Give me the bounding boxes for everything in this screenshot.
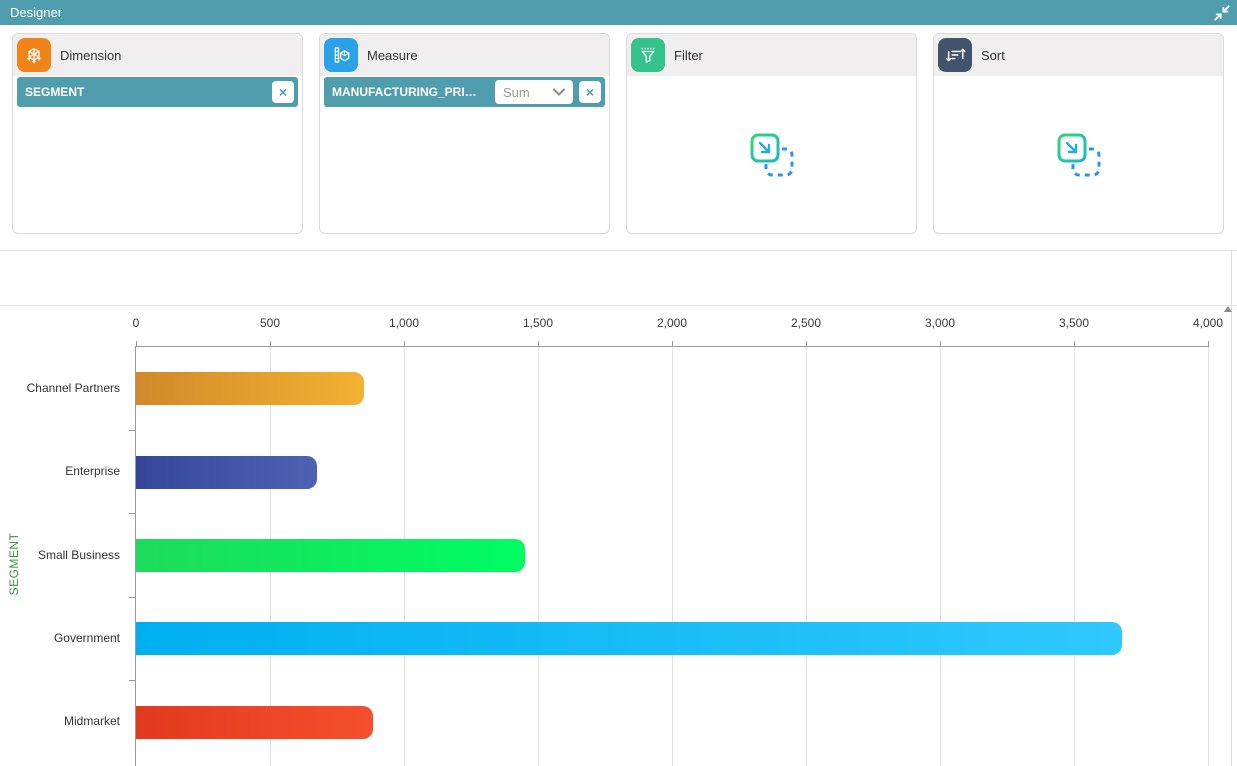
axis-tick <box>671 341 673 347</box>
close-icon[interactable]: × <box>579 81 601 103</box>
axis-tick <box>1207 341 1209 347</box>
bar-channel-partners[interactable] <box>136 372 364 406</box>
axis-tick-label: 1,000 <box>388 316 420 330</box>
dimension-chip-segment[interactable]: SEGMENT × <box>17 77 298 107</box>
filter-dropzone[interactable] <box>627 76 916 234</box>
axis-tick-label: 4,000 <box>1192 316 1224 330</box>
dimension-cube-icon <box>17 38 51 72</box>
gridline <box>1207 347 1209 766</box>
category-label: Small Business <box>37 547 120 562</box>
axis-tick <box>1073 341 1075 347</box>
dimension-panel-header: Dimension <box>13 34 302 76</box>
chevron-down-icon <box>553 88 565 96</box>
category-boundary-tick <box>129 513 136 515</box>
gridline <box>671 347 673 766</box>
drag-drop-target-icon <box>1057 133 1100 177</box>
category-boundary-tick <box>129 680 136 682</box>
axis-tick-label: 1,500 <box>522 316 554 330</box>
gridline <box>537 347 539 766</box>
page-title: Designer <box>10 5 63 20</box>
axis-tick <box>269 341 271 347</box>
filter-panel[interactable]: Filter <box>626 33 917 234</box>
scrollbar-track[interactable] <box>1231 250 1232 766</box>
axis-tick-label: 0 <box>132 316 140 330</box>
bar-government[interactable] <box>136 622 1123 656</box>
close-icon[interactable]: × <box>272 81 294 103</box>
sort-arrows-icon <box>938 38 972 72</box>
dimension-chip-label: SEGMENT <box>25 85 85 99</box>
axis-tick-label: 2,000 <box>656 316 688 330</box>
category-label: Midmarket <box>63 714 120 729</box>
axis-tick <box>403 341 405 347</box>
axis-tick-label: 500 <box>259 316 281 330</box>
sort-panel[interactable]: Sort <box>933 33 1224 234</box>
measure-panel-header: Measure <box>320 34 609 76</box>
axis-tick <box>939 341 941 347</box>
aggregation-value: Sum <box>503 84 530 100</box>
category-label: Enterprise <box>65 464 120 479</box>
designer-titlebar: Designer <box>0 0 1237 25</box>
scroll-up-icon[interactable] <box>1224 306 1232 312</box>
measure-panel-label: Measure <box>367 47 418 63</box>
measure-ruler-icon <box>324 38 358 72</box>
category-label: Government <box>53 630 120 645</box>
dimension-panel-label: Dimension <box>60 47 122 63</box>
collapse-icon[interactable] <box>1211 2 1233 24</box>
gridline <box>805 347 807 766</box>
bar-small-business[interactable] <box>136 539 525 572</box>
dimension-panel[interactable]: Dimension SEGMENT × <box>12 33 303 234</box>
chart-top-divider <box>0 305 1237 306</box>
filter-panel-header: Filter <box>627 34 916 76</box>
sort-panel-label: Sort <box>981 47 1005 63</box>
aggregation-select[interactable]: Sum <box>495 80 573 104</box>
category-boundary-tick <box>129 429 136 431</box>
bar-midmarket[interactable] <box>136 705 374 739</box>
measure-chip-label: MANUFACTURING_PRI… <box>332 85 477 99</box>
axis-tick <box>135 341 137 347</box>
axis-tick-label: 3,500 <box>1058 316 1090 330</box>
sort-panel-header: Sort <box>934 34 1223 76</box>
axis-tick-label: 2,500 <box>790 316 822 330</box>
gridline <box>939 347 941 766</box>
measure-chip-manufacturing-price[interactable]: MANUFACTURING_PRI… Sum × <box>324 77 605 107</box>
measure-panel[interactable]: Measure MANUFACTURING_PRI… Sum × <box>319 33 610 234</box>
section-divider <box>0 250 1237 251</box>
filter-panel-label: Filter <box>674 47 703 63</box>
axis-tick <box>805 341 807 347</box>
category-boundary-tick <box>129 596 136 598</box>
filter-funnel-icon <box>631 38 665 72</box>
bar-enterprise[interactable] <box>136 455 317 489</box>
category-label: Channel Partners <box>26 380 120 395</box>
y-axis-title: SEGMENT <box>7 532 21 596</box>
drag-drop-target-icon <box>750 133 793 177</box>
sort-dropzone[interactable] <box>934 76 1223 234</box>
gridline <box>1073 347 1075 766</box>
axis-tick-label: 3,000 <box>924 316 956 330</box>
x-axis-line <box>135 346 1208 347</box>
axis-tick <box>537 341 539 347</box>
